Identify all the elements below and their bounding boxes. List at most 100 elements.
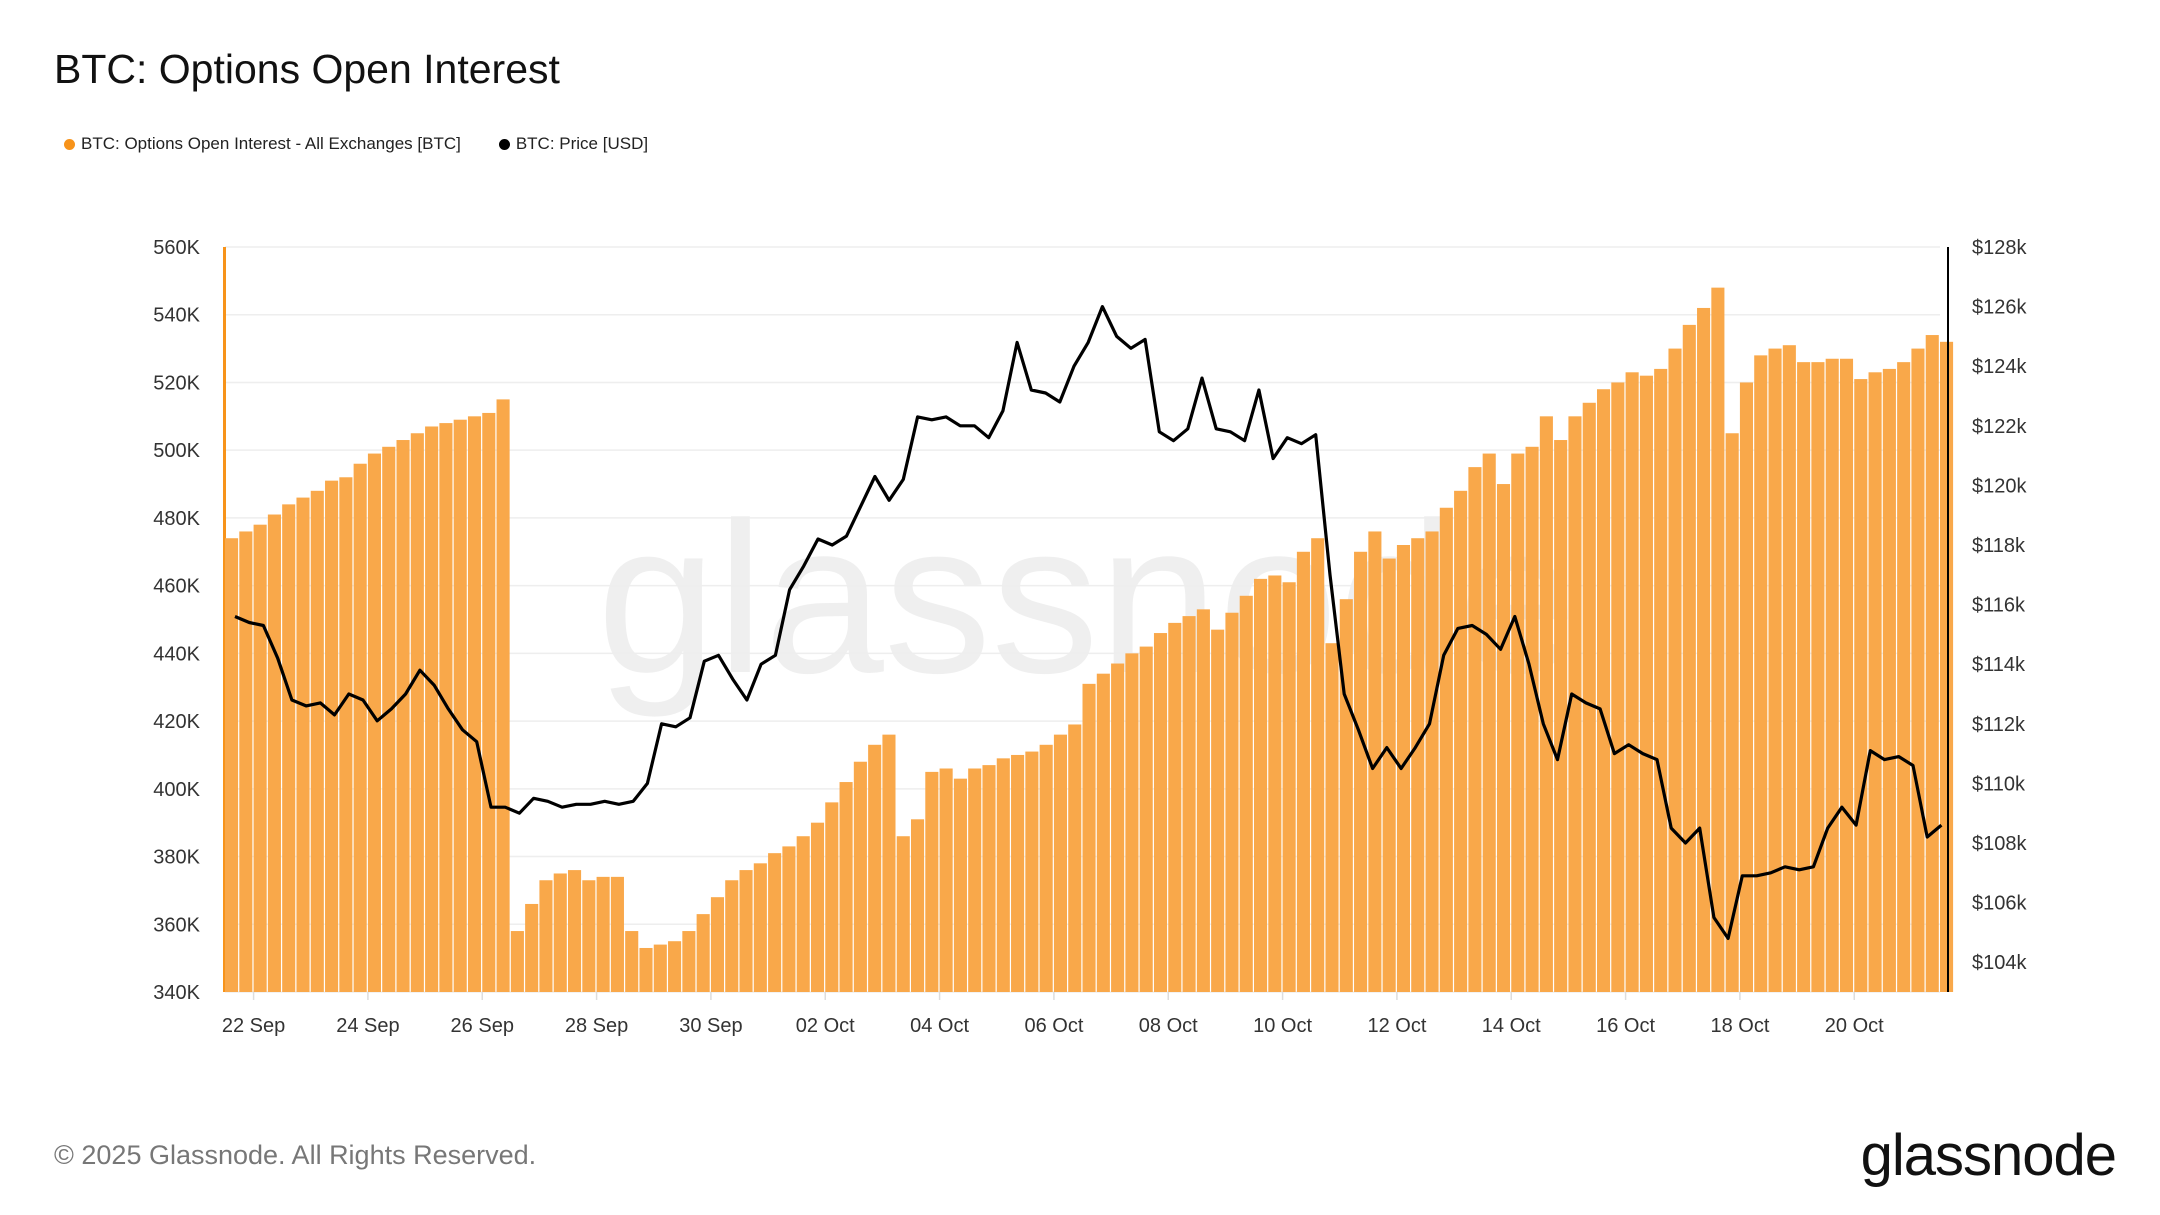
oi-bar bbox=[1897, 362, 1911, 992]
y-right-tick-label: $126k bbox=[1972, 297, 2027, 319]
oi-bar bbox=[1682, 324, 1696, 992]
oi-bar bbox=[810, 822, 825, 992]
oi-bar bbox=[396, 440, 410, 993]
oi-bar bbox=[753, 863, 767, 992]
oi-bar bbox=[1354, 551, 1368, 992]
y-right-tick-label: $112k bbox=[1972, 714, 2026, 736]
oi-bar bbox=[510, 931, 524, 992]
oi-bar bbox=[839, 782, 853, 992]
x-tick-label: 26 Sep bbox=[451, 1015, 514, 1037]
oi-bar bbox=[796, 836, 810, 992]
oi-bar bbox=[953, 778, 967, 992]
oi-bar bbox=[253, 524, 267, 992]
oi-bar bbox=[1153, 633, 1168, 992]
oi-bar-edge bbox=[223, 247, 226, 992]
chart-title: BTC: Options Open Interest bbox=[54, 46, 560, 92]
y-left-tick-label: 540K bbox=[153, 305, 200, 327]
oi-bar bbox=[353, 463, 367, 992]
oi-bar bbox=[467, 416, 482, 992]
x-tick-label: 06 Oct bbox=[1024, 1015, 1083, 1037]
oi-bar bbox=[1911, 348, 1925, 992]
y-left-tick-label: 360K bbox=[153, 914, 200, 936]
oi-bar bbox=[325, 480, 339, 992]
oi-bar bbox=[1211, 629, 1225, 992]
oi-bar bbox=[1468, 467, 1482, 992]
oi-bar bbox=[1096, 673, 1110, 992]
oi-bar bbox=[553, 873, 567, 992]
oi-bar bbox=[1868, 372, 1882, 993]
oi-bar bbox=[1196, 609, 1210, 992]
x-tick-label: 04 Oct bbox=[910, 1015, 969, 1037]
y-left-tick-label: 520K bbox=[153, 372, 200, 394]
y-left-tick-label: 500K bbox=[153, 440, 200, 462]
oi-bar bbox=[696, 914, 710, 992]
oi-bar bbox=[911, 819, 925, 992]
oi-bar bbox=[1539, 416, 1553, 992]
legend-item-oi[interactable]: BTC: Options Open Interest - All Exchang… bbox=[64, 134, 461, 154]
x-tick-label: 30 Sep bbox=[679, 1015, 742, 1037]
oi-bar bbox=[739, 870, 753, 992]
y-left-tick-label: 460K bbox=[153, 576, 200, 598]
oi-bar bbox=[225, 538, 239, 992]
oi-bar bbox=[1725, 433, 1739, 992]
x-tick-label: 22 Sep bbox=[222, 1015, 285, 1037]
y-left-tick-label: 480K bbox=[153, 508, 200, 530]
oi-bar bbox=[1568, 416, 1582, 992]
oi-bar bbox=[1511, 453, 1525, 992]
oi-bar bbox=[1768, 348, 1782, 992]
oi-bar bbox=[710, 897, 725, 992]
oi-bar bbox=[1239, 595, 1253, 992]
y-right-tick-label: $118k bbox=[1972, 535, 2026, 557]
y-left-tick-label: 420K bbox=[153, 711, 200, 733]
oi-bar bbox=[1525, 446, 1539, 993]
oi-bar bbox=[882, 734, 896, 992]
y-right-tick-label: $110k bbox=[1972, 773, 2026, 795]
oi-bar bbox=[1454, 490, 1468, 992]
oi-bar bbox=[1496, 484, 1511, 992]
legend-item-price[interactable]: BTC: Price [USD] bbox=[498, 134, 648, 154]
oi-bar bbox=[367, 453, 382, 992]
legend: BTC: Options Open Interest - All Exchang… bbox=[64, 134, 648, 154]
oi-bar bbox=[525, 903, 539, 992]
oi-bar bbox=[1111, 663, 1125, 992]
oi-bar bbox=[1068, 724, 1082, 992]
oi-bar bbox=[653, 944, 667, 992]
oi-bar bbox=[1268, 575, 1282, 992]
oi-bar bbox=[1411, 538, 1425, 992]
oi-bar bbox=[939, 768, 953, 992]
y-left-tick-label: 340K bbox=[153, 982, 200, 1004]
oi-bar bbox=[868, 744, 882, 992]
oi-bar bbox=[682, 931, 696, 992]
oi-bar bbox=[782, 846, 796, 992]
oi-bar bbox=[968, 768, 982, 992]
oi-bar bbox=[996, 758, 1010, 992]
oi-bar bbox=[1025, 751, 1039, 992]
oi-bar bbox=[725, 880, 739, 992]
oi-bar bbox=[453, 419, 467, 992]
oi-bar bbox=[1125, 653, 1139, 992]
oi-bar bbox=[768, 853, 782, 992]
y-right-tick-label: $120k bbox=[1972, 475, 2027, 497]
oi-bar bbox=[1011, 754, 1025, 992]
oi-bar bbox=[425, 426, 439, 992]
y-right-tick-label: $108k bbox=[1972, 833, 2027, 855]
oi-bar bbox=[1339, 599, 1353, 992]
oi-bar bbox=[282, 504, 296, 992]
oi-bar bbox=[1368, 531, 1382, 992]
oi-bar bbox=[1325, 643, 1339, 992]
oi-bar bbox=[1811, 362, 1825, 992]
oi-bar bbox=[1625, 372, 1639, 993]
oi-bar bbox=[1668, 348, 1682, 992]
oi-bar bbox=[1782, 345, 1796, 992]
oi-bar bbox=[310, 490, 324, 992]
oi-bar bbox=[1082, 683, 1096, 992]
oi-bar bbox=[239, 531, 253, 992]
oi-bar bbox=[1697, 307, 1711, 992]
x-tick-label: 18 Oct bbox=[1710, 1015, 1769, 1037]
oi-bar bbox=[1711, 287, 1725, 992]
oi-bar bbox=[1639, 375, 1653, 992]
y-right-tick-label: $128k bbox=[1972, 237, 2027, 259]
legend-dot-price bbox=[498, 138, 510, 150]
oi-bar bbox=[639, 947, 653, 992]
